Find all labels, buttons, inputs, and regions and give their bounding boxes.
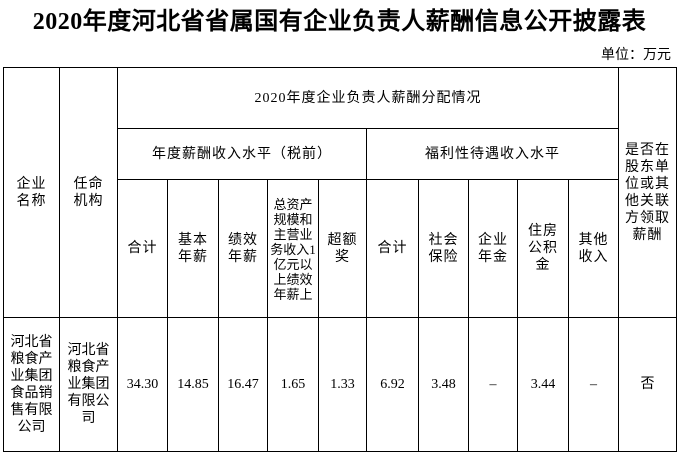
cell-enterprise-name: 河北省 粮食产 业集团 食品销 售有限 公司	[3, 317, 60, 452]
header-welfare-income-group: 福利性待遇收入水平	[365, 128, 620, 180]
assets-threshold-bonus-text: 总资产 规模和 主营业 务收入1 亿元以 上绩效 年薪上	[270, 197, 316, 300]
header-annual-salary-pretax-group: 年度薪酬收入水平（税前）	[117, 128, 367, 180]
header-col-total-pretax: 合计	[117, 179, 168, 318]
header-row-group: 企业 名称 任命 机构 2020年度企业负责人薪酬分配情况 是否在 股东单 位或…	[3, 67, 678, 318]
cell-housing-fund: 3.44	[517, 317, 569, 452]
cell-enterprise-annuity: –	[468, 317, 518, 452]
header-col-total-welfare: 合计	[366, 179, 419, 318]
header-col-base-salary: 基本 年薪	[167, 179, 219, 318]
header-row-subgroups: 年度薪酬收入水平（税前） 福利性待遇收入水平	[4, 128, 677, 180]
header-appointing-body: 任命 机构	[59, 67, 118, 318]
header-col-housing-fund: 住房 公积 金	[517, 179, 569, 318]
page-title: 2020年度河北省省属国有企业负责人薪酬信息公开披露表	[32, 9, 647, 35]
cell-appointing-body: 河北省 粮食产 业集团 有限公 司	[59, 317, 118, 452]
header-col-enterprise-annuity: 企业 年金	[468, 179, 518, 318]
header-enterprise-name: 企业 名称	[3, 67, 60, 318]
cell-total-pretax: 34.30	[117, 317, 168, 452]
table-row: 河北省 粮食产 业集团 食品销 售有限 公司 河北省 粮食产 业集团 有限公 司…	[3, 317, 678, 452]
header-row-columns: 合计 基本 年薪 绩效 年薪 总资产 规模和 主营业 务收入1 亿元以 上绩效 …	[4, 179, 677, 318]
header-col-excess-award: 超额 奖	[318, 179, 367, 318]
header-col-assets-threshold-bonus: 总资产 规模和 主营业 务收入1 亿元以 上绩效 年薪上	[267, 179, 319, 318]
cell-social-insurance: 3.48	[418, 317, 469, 452]
header-col-social-insurance: 社会 保险	[418, 179, 469, 318]
header-col-other-income: 其他 收入	[567, 179, 620, 318]
header-col-performance-salary: 绩效 年薪	[218, 179, 268, 318]
header-related-party-pay: 是否在 股东单 位或其 他关联 方领取 薪酬	[618, 67, 678, 318]
cell-performance-salary: 16.47	[218, 317, 268, 452]
header-salary-distribution-group: 2020年度企业负责人薪酬分配情况	[116, 67, 620, 129]
cell-base-salary: 14.85	[167, 317, 219, 452]
cell-assets-threshold-bonus: 1.65	[267, 317, 319, 452]
cell-other-income: –	[567, 317, 620, 452]
cell-total-welfare: 6.92	[366, 317, 419, 452]
unit-label: 单位：万元	[601, 48, 671, 63]
salary-disclosure-table: 企业 名称 任命 机构 2020年度企业负责人薪酬分配情况 是否在 股东单 位或…	[3, 67, 678, 452]
cell-excess-award: 1.33	[318, 317, 367, 452]
cell-related-party-pay: 否	[618, 317, 678, 452]
